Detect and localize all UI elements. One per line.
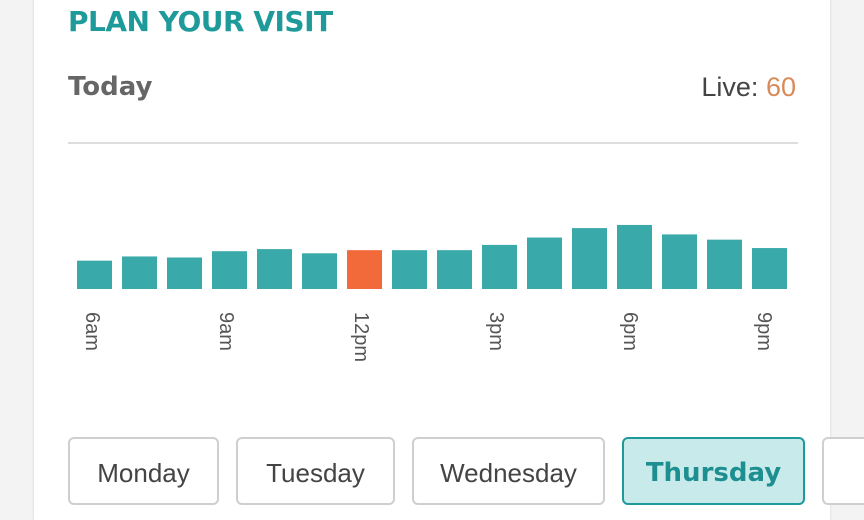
tick-label-3pm: 3pm — [485, 312, 507, 351]
bar-9pm[interactable] — [752, 248, 787, 289]
tick-label-12pm: 12pm — [350, 312, 372, 363]
tick-label-6pm: 6pm — [619, 312, 641, 351]
tick-label-9pm: 9pm — [753, 312, 775, 351]
live-label: Live: — [701, 72, 759, 102]
day-tab-monday[interactable]: Monday — [68, 437, 219, 505]
page-title: PLAN YOUR VISIT — [68, 5, 333, 38]
bar-3pm[interactable] — [482, 244, 517, 289]
bar-5pm[interactable] — [572, 228, 607, 289]
bar-11am[interactable] — [302, 253, 337, 289]
bar-9am[interactable] — [212, 251, 247, 289]
day-label: Today — [68, 72, 153, 102]
divider — [68, 142, 798, 144]
day-tab-wednesday[interactable]: Wednesday — [412, 437, 605, 505]
bar-6pm[interactable] — [617, 224, 652, 289]
bar-4pm[interactable] — [527, 237, 562, 289]
bar-8pm[interactable] — [707, 239, 742, 289]
day-tab-next-partial[interactable] — [822, 437, 864, 505]
bar-7am[interactable] — [122, 256, 157, 289]
tick-label-6am: 6am — [81, 312, 103, 351]
day-tab-thursday[interactable]: Thursday — [622, 437, 805, 505]
bar-7pm[interactable] — [662, 234, 697, 289]
busyness-chart — [77, 224, 787, 290]
bar-10am[interactable] — [257, 249, 292, 289]
bar-2pm[interactable] — [437, 250, 472, 289]
tick-label-9am: 9am — [215, 312, 237, 351]
live-indicator: Live: 60 — [701, 70, 796, 104]
bar-12pm[interactable] — [347, 250, 382, 289]
live-value: 60 — [765, 72, 796, 102]
bar-6am[interactable] — [77, 260, 112, 289]
bar-8am[interactable] — [167, 257, 202, 290]
bar-1pm[interactable] — [392, 250, 427, 289]
day-tab-tuesday[interactable]: Tuesday — [236, 437, 395, 505]
plan-visit-card — [34, 0, 830, 520]
